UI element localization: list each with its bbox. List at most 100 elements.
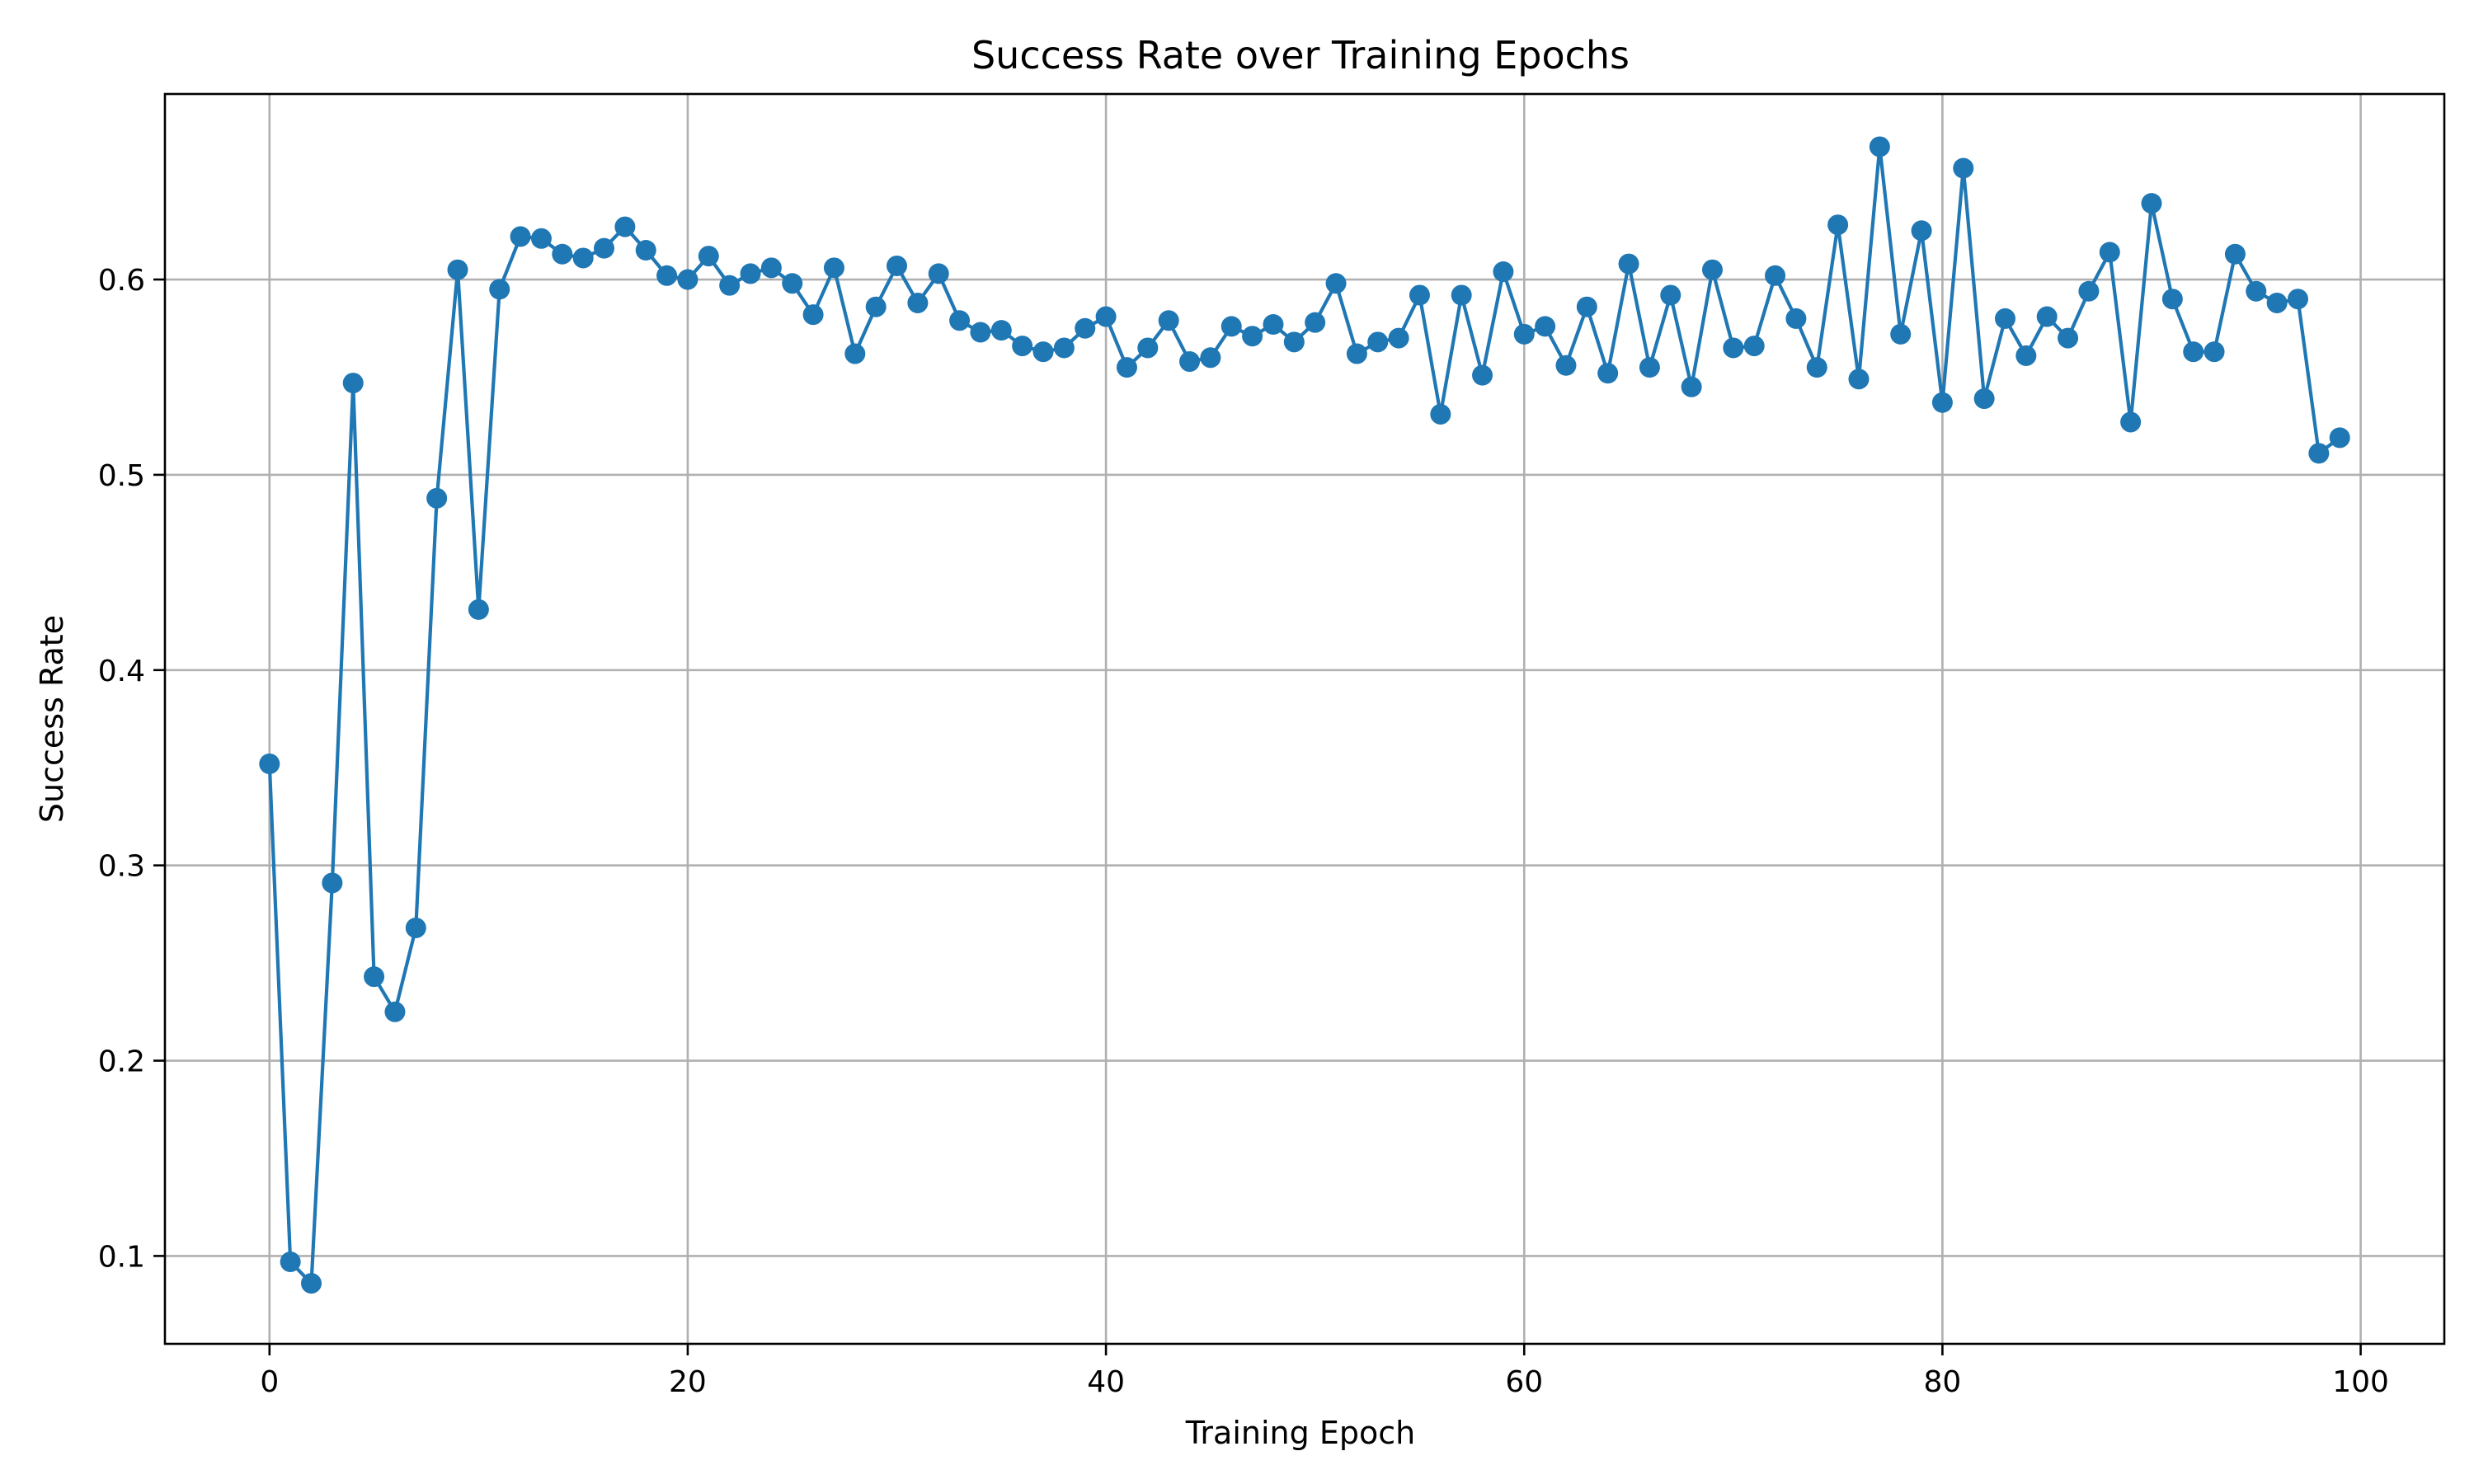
x-tick-label: 0: [260, 1365, 279, 1399]
data-point: [1555, 355, 1577, 376]
data-point: [1263, 314, 1284, 336]
data-point: [1493, 261, 1514, 283]
data-point: [2246, 280, 2267, 302]
data-point: [2224, 243, 2246, 265]
data-point: [2058, 327, 2079, 349]
y-tick-label: 0.3: [98, 850, 145, 884]
data-point: [1994, 308, 2015, 329]
y-axis-label: Success Rate: [34, 615, 70, 823]
data-point: [1953, 157, 1974, 179]
data-point: [865, 296, 887, 317]
data-point: [1305, 312, 1326, 333]
data-point: [1325, 273, 1347, 294]
data-point: [1723, 337, 1744, 359]
data-point: [635, 240, 656, 261]
data-point: [322, 872, 343, 894]
data-point: [1785, 308, 1807, 329]
x-tick-label: 20: [669, 1365, 707, 1399]
data-point: [426, 487, 448, 509]
data-point: [2036, 306, 2058, 327]
data-point: [489, 279, 510, 300]
data-point: [990, 320, 1012, 341]
data-point: [2161, 289, 2183, 310]
data-point: [1283, 331, 1305, 353]
data-point: [1430, 403, 1451, 425]
data-point: [2204, 341, 2225, 363]
data-point: [301, 1273, 322, 1294]
data-point: [447, 259, 468, 280]
data-point: [1806, 357, 1827, 378]
data-point: [1513, 323, 1535, 345]
data-point: [572, 247, 594, 269]
data-point: [1765, 265, 1786, 286]
data-point: [1848, 369, 1870, 390]
data-point: [1639, 357, 1660, 378]
data-point: [698, 246, 719, 267]
data-point: [719, 275, 741, 296]
data-point: [510, 226, 531, 247]
data-point: [1200, 347, 1221, 369]
data-point: [614, 216, 636, 237]
data-point: [1472, 364, 1493, 386]
data-point: [2078, 280, 2100, 302]
y-tick-label: 0.6: [98, 264, 145, 298]
data-point: [1660, 284, 1681, 306]
y-tick-label: 0.5: [98, 459, 145, 493]
data-point: [740, 263, 761, 284]
data-point: [2141, 193, 2162, 214]
data-point: [384, 1001, 406, 1022]
y-tick-label: 0.1: [98, 1240, 145, 1274]
series-line: [267, 144, 2341, 1285]
data-point: [1158, 310, 1179, 331]
data-point: [530, 228, 552, 249]
data-point: [928, 263, 949, 284]
x-tick-label: 60: [1505, 1365, 1543, 1399]
data-point: [760, 257, 782, 279]
x-tick-label: 80: [1924, 1365, 1962, 1399]
data-point: [364, 966, 385, 988]
data-point: [1095, 306, 1117, 327]
data-point: [823, 257, 844, 279]
data-point: [1973, 388, 1995, 410]
data-point: [1869, 136, 1890, 157]
data-point: [2099, 242, 2120, 263]
y-tick-label: 0.4: [98, 655, 145, 688]
data-point: [405, 917, 426, 938]
data-point: [342, 373, 364, 394]
data-point: [280, 1252, 301, 1273]
data-point: [1890, 323, 1912, 345]
data-point: [2015, 345, 2037, 366]
data-point: [1597, 363, 1619, 384]
x-tick-label: 40: [1087, 1365, 1125, 1399]
data-point: [844, 343, 866, 364]
data-point: [1053, 337, 1075, 359]
x-axis-label: Training Epoch: [1185, 1415, 1415, 1451]
data-point: [1116, 357, 1137, 378]
data-point: [594, 237, 615, 259]
grid-layer: [165, 94, 2444, 1344]
data-point: [2288, 289, 2308, 310]
data-point: [1242, 326, 1263, 347]
data-point: [802, 304, 824, 326]
data-point: [907, 292, 929, 313]
data-point: [2183, 341, 2204, 363]
data-point: [782, 273, 803, 294]
chart-title: Success Rate over Training Epochs: [971, 33, 1630, 77]
data-point: [259, 753, 280, 774]
data-point: [1409, 284, 1430, 306]
data-point: [1221, 316, 1242, 337]
data-point: [2120, 411, 2142, 433]
data-point: [1743, 336, 1765, 357]
data-point: [1576, 296, 1597, 317]
data-point: [1827, 214, 1849, 236]
data-point: [2329, 427, 2350, 448]
data-point: [1681, 376, 1702, 397]
data-point: [2266, 292, 2288, 313]
data-point: [1012, 336, 1033, 357]
tick-layer: 0 20 40 60 80 100 0.1 0.2 0.3 0.4 0.5 0.6: [98, 264, 2389, 1399]
data-point: [1535, 316, 1556, 337]
data-layer: [259, 136, 2350, 1294]
data-point: [468, 599, 489, 620]
